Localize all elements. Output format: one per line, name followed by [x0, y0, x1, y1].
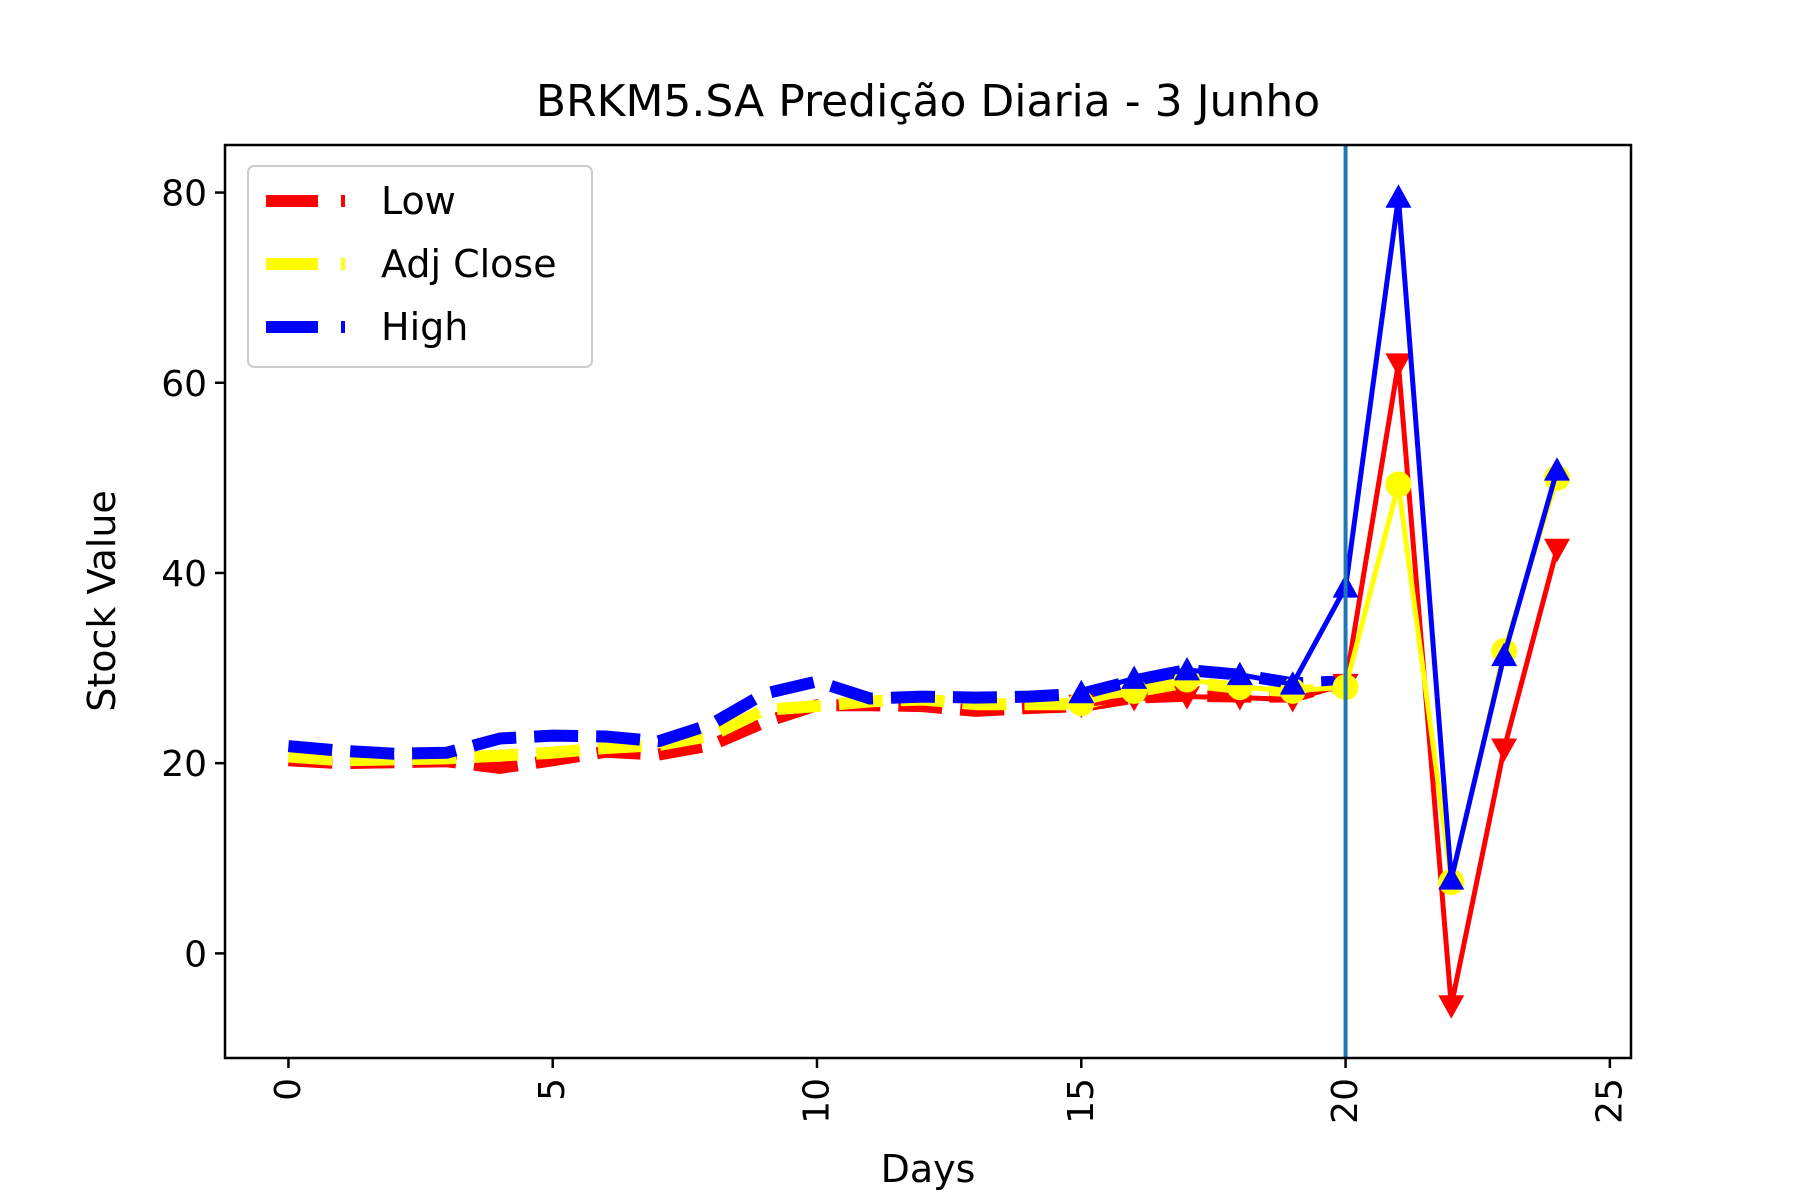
point-low	[1174, 686, 1200, 710]
x-tick-label: 15	[1061, 1078, 1102, 1124]
point-high	[1385, 184, 1412, 208]
y-tick-label: 0	[184, 934, 207, 975]
y-tick-label: 60	[161, 364, 207, 405]
point-high	[1068, 679, 1095, 704]
series-low-predicted	[1080, 361, 1560, 1009]
point-low	[1385, 353, 1412, 377]
point-high	[1226, 661, 1253, 686]
point-high	[1279, 671, 1306, 695]
y-tick-label: 20	[161, 744, 207, 785]
point-high	[1174, 656, 1200, 681]
x-tick-label: 0	[268, 1078, 309, 1101]
point-high	[1491, 642, 1518, 667]
x-axis-label: Days	[881, 1147, 976, 1191]
chart-title: BRKM5.SA Predição Diaria - 3 Junho	[536, 76, 1320, 127]
y-tick-label: 80	[161, 174, 207, 215]
axes: 0 5 10 15 20 25 0 20 40 60 80	[161, 143, 1633, 1124]
point-high	[1438, 866, 1465, 890]
legend-label-adj-close: Adj Close	[381, 242, 557, 286]
legend: Low Adj Close High	[247, 165, 593, 368]
point-high	[1544, 457, 1570, 481]
legend-box	[247, 165, 593, 368]
series-high-predicted	[1080, 194, 1560, 882]
y-axis-label: Stock Value	[80, 490, 124, 712]
point-low	[1544, 538, 1570, 563]
legend-label-low: Low	[381, 179, 456, 223]
point-low	[1438, 995, 1465, 1019]
legend-label-high: High	[381, 305, 468, 349]
plot-frame	[223, 143, 1633, 1060]
x-tick-label: 10	[797, 1078, 838, 1124]
point-adj-close	[1385, 471, 1412, 498]
x-tick-label: 20	[1325, 1078, 1366, 1124]
x-tick-label: 25	[1589, 1078, 1630, 1124]
point-low	[1491, 738, 1518, 762]
y-tick-label: 40	[161, 554, 207, 595]
point-high	[1121, 665, 1148, 689]
x-tick-label: 5	[532, 1078, 573, 1101]
plot-area	[287, 145, 1570, 1058]
